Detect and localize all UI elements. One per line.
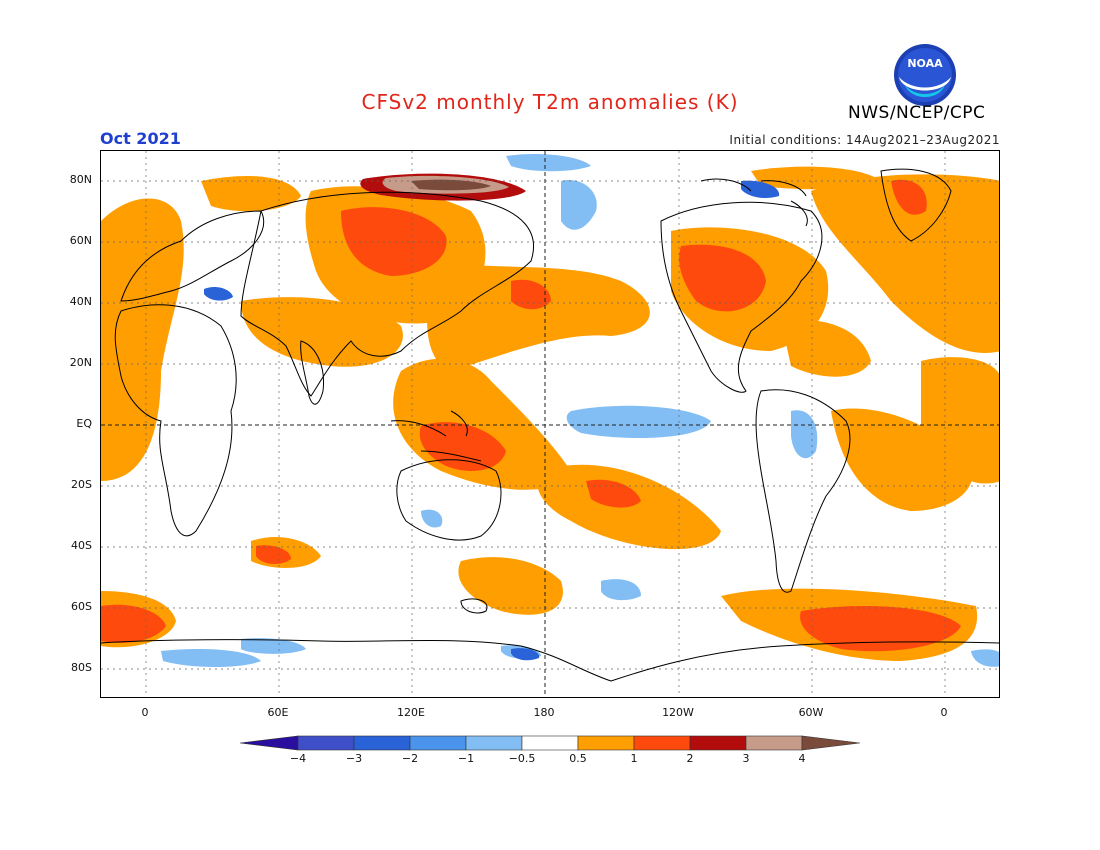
- lon-label-0-east: 0: [940, 706, 948, 719]
- colorbar-seg-2: [353, 735, 411, 751]
- colorbar-seg-4: [465, 735, 523, 751]
- colorbar-seg-6: [577, 735, 635, 751]
- lat-label-40s: 40S: [71, 539, 92, 552]
- colorbar-label-neg05: −0.5: [508, 752, 536, 765]
- colorbar-seg-3: [409, 735, 467, 751]
- colorbar-seg-7: [633, 735, 691, 751]
- lat-label-eq: EQ: [76, 417, 92, 430]
- lon-label-120w: 120W: [662, 706, 694, 719]
- lat-label-80s: 80S: [71, 661, 92, 674]
- lon-label-120e: 120E: [397, 706, 425, 719]
- lon-label-60e: 60E: [267, 706, 289, 719]
- logo-text: NOAA: [907, 57, 943, 70]
- equator-and-dateline: [101, 151, 999, 697]
- extreme-core-regions: [411, 179, 491, 191]
- colorbar-label-neg4: −4: [289, 752, 307, 765]
- coastlines: [101, 168, 999, 682]
- graticule: [101, 151, 999, 697]
- lat-label-40n: 40N: [69, 295, 92, 308]
- lat-label-60s: 60S: [71, 600, 92, 613]
- colorbar-label-4: 4: [798, 752, 806, 765]
- warm-anomaly-regions: [101, 166, 999, 661]
- colorbar-seg-1: [297, 735, 355, 751]
- initial-conditions: Initial conditions: 14Aug2021–23Aug2021: [729, 133, 1000, 147]
- colorbar-label-neg1: −1: [457, 752, 475, 765]
- anomaly-map: [100, 150, 1000, 698]
- lon-label-60w: 60W: [798, 706, 824, 719]
- lon-label-0-west: 0: [141, 706, 149, 719]
- agency-label: NWS/NCEP/CPC: [848, 103, 986, 123]
- colorbar-seg-5: [521, 735, 579, 751]
- colorbar-label-3: 3: [742, 752, 750, 765]
- lat-label-60n: 60N: [69, 234, 92, 247]
- colorbar-label-05: 0.5: [569, 752, 587, 765]
- colorbar-seg-10: [801, 735, 861, 751]
- chart-title: CFSv2 monthly T2m anomalies (K): [361, 90, 739, 114]
- lat-label-20n: 20N: [69, 356, 92, 369]
- lon-label-180: 180: [533, 706, 555, 719]
- colder-anomaly-regions: [204, 180, 780, 661]
- colorbar-seg-9: [745, 735, 803, 751]
- colorbar-label-neg3: −3: [345, 752, 363, 765]
- colorbar-label-2: 2: [686, 752, 694, 765]
- colorbar: [239, 733, 862, 753]
- hot-anomaly-regions: [101, 179, 961, 652]
- colorbar-seg-0: [239, 735, 299, 751]
- valid-month: Oct 2021: [100, 129, 181, 148]
- noaa-logo: NOAA: [893, 43, 957, 107]
- colorbar-label-neg2: −2: [401, 752, 419, 765]
- colorbar-svg: [239, 735, 861, 751]
- lat-label-80n: 80N: [69, 173, 92, 186]
- colorbar-seg-8: [689, 735, 747, 751]
- anomaly-map-svg: [101, 151, 999, 697]
- colorbar-label-1: 1: [630, 752, 638, 765]
- lat-label-20s: 20S: [71, 478, 92, 491]
